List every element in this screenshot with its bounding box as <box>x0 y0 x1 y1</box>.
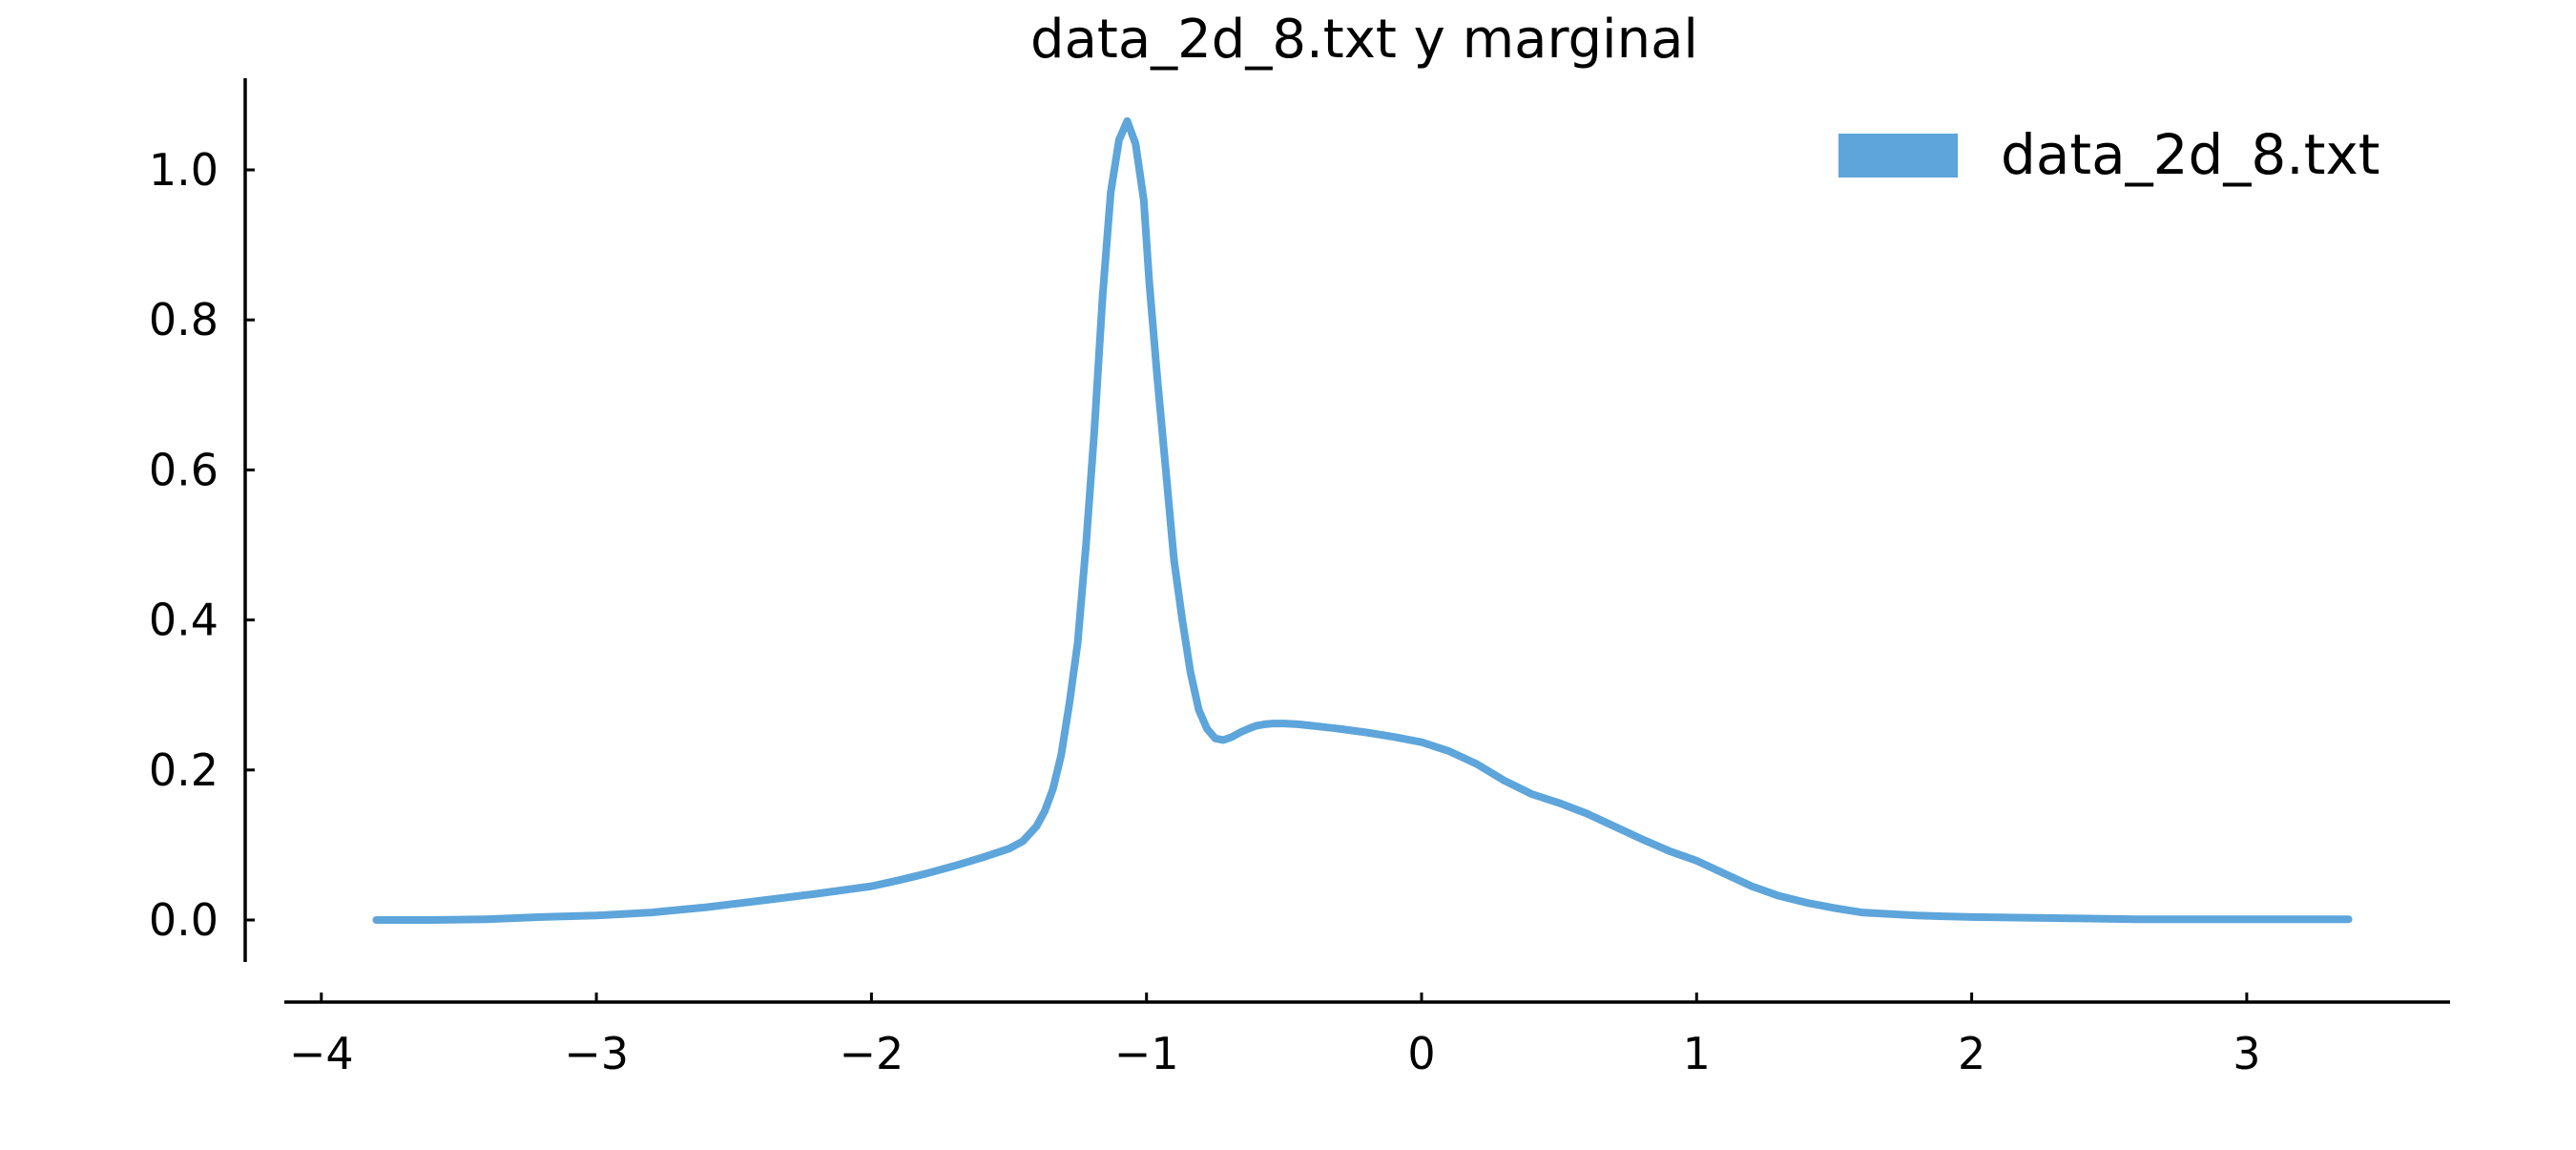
x-tick-label: 3 <box>2233 1028 2260 1079</box>
x-tick-label: −3 <box>564 1028 629 1079</box>
chart-title: data_2d_8.txt y marginal <box>1030 9 1698 71</box>
legend: data_2d_8.txt <box>1839 122 2380 187</box>
legend-swatch <box>1839 134 1958 178</box>
y-tick-label: 0.0 <box>149 894 218 946</box>
series-line <box>372 116 2353 924</box>
x-tick-label: −2 <box>839 1028 904 1079</box>
y-tick-label: 0.6 <box>149 444 218 495</box>
y-axis: 0.0 0.2 0.4 0.6 0.8 1.0 <box>149 78 255 962</box>
series-layer <box>372 116 2353 924</box>
x-axis: −4 −3 −2 −1 0 1 2 3 <box>284 993 2450 1079</box>
y-tick-label: 0.8 <box>149 294 218 345</box>
x-tick-label: −4 <box>289 1028 354 1079</box>
x-tick-label: −1 <box>1114 1028 1179 1079</box>
x-tick-label: 1 <box>1683 1028 1711 1079</box>
x-tick-label: 0 <box>1407 1028 1435 1079</box>
y-tick-label: 1.0 <box>149 144 218 196</box>
y-tick-label: 0.2 <box>149 744 218 796</box>
x-tick-label: 2 <box>1958 1028 1985 1079</box>
y-tick-label: 0.4 <box>149 595 218 646</box>
legend-label: data_2d_8.txt <box>2001 122 2380 187</box>
